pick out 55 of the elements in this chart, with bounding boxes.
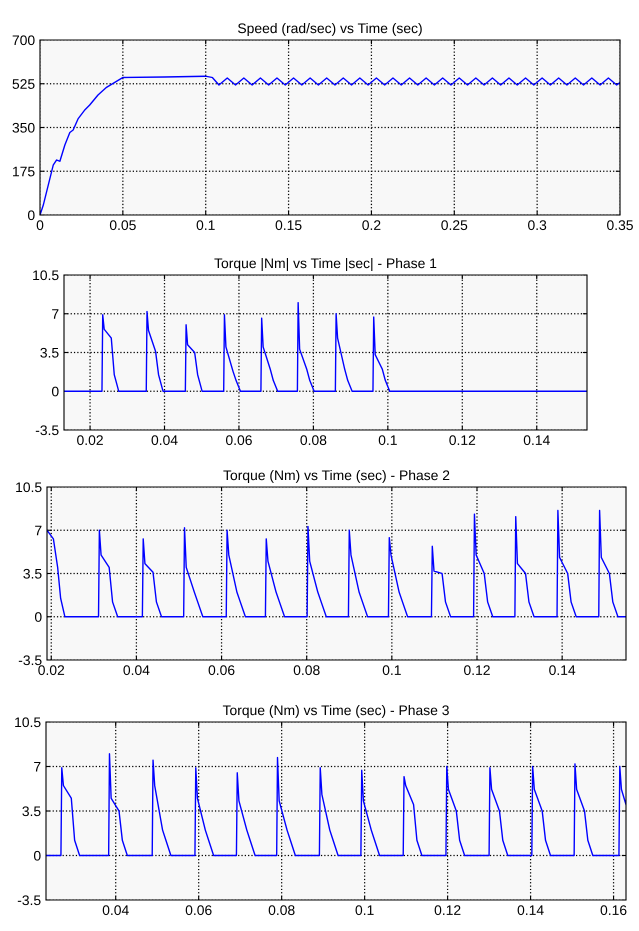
x-tick-label: 0.06 <box>186 905 212 916</box>
y-tick-label: 3.5 <box>23 568 42 579</box>
line-series <box>64 302 587 392</box>
x-tick-label: 0.05 <box>110 220 136 230</box>
x-tick-label: 0.14 <box>518 905 544 916</box>
x-tick-label: 0.14 <box>524 435 550 446</box>
x-tick-label: 0.14 <box>549 665 576 676</box>
x-tick-label: 0.1 <box>196 220 215 230</box>
x-tick-label: 0.15 <box>276 220 302 230</box>
y-tick-label: 10.5 <box>33 270 59 280</box>
y-tick-label: -3.5 <box>36 425 59 436</box>
y-tick-label: 700 <box>12 35 35 46</box>
x-tick-label: 0.08 <box>300 435 326 446</box>
y-tick-label: 7 <box>52 309 58 319</box>
chart-title: Speed (rad/sec) vs Time (sec) <box>238 22 422 36</box>
x-tick-label: 0.35 <box>607 220 633 230</box>
y-tick-label: 10.5 <box>15 717 41 728</box>
y-tick-label: 7 <box>34 762 40 772</box>
y-tick-label: 0 <box>52 386 59 396</box>
y-tick-label: 7 <box>35 526 42 536</box>
x-tick-label: 0.1 <box>378 435 397 446</box>
y-tick-label: 175 <box>13 166 35 176</box>
y-tick-label: 0 <box>34 850 41 861</box>
chart-title: Torque (Nm) vs Time (sec) - Phase 3 <box>222 704 449 718</box>
y-tick-label: 10.5 <box>16 482 42 492</box>
y-tick-label: -3.5 <box>18 895 41 906</box>
x-tick-label: 0.12 <box>434 905 460 916</box>
y-tick-label: -3.5 <box>18 655 42 666</box>
line-series <box>47 510 626 618</box>
line-series <box>46 753 626 856</box>
chart-title: Torque |Nm| vs Time |sec| - Phase 1 <box>214 258 436 271</box>
x-tick-label: 0.02 <box>38 665 64 676</box>
x-tick-label: 0.16 <box>600 905 626 916</box>
x-tick-label: 0.04 <box>102 905 129 916</box>
x-tick-label: 0.1 <box>382 665 401 676</box>
y-tick-label: 350 <box>12 122 35 133</box>
x-tick-label: 0.02 <box>77 435 103 446</box>
x-tick-label: 0.06 <box>208 665 234 676</box>
chart-title: Torque (Nm) vs Time (sec) - Phase 2 <box>223 470 450 483</box>
x-tick-label: 0.3 <box>528 220 546 230</box>
x-tick-label: 0.04 <box>123 665 150 676</box>
x-tick-label: 0.1 <box>356 905 374 916</box>
x-tick-label: 0.04 <box>152 435 178 446</box>
x-tick-label: 0.2 <box>362 220 380 230</box>
x-tick-label: 0.08 <box>294 665 320 676</box>
x-tick-label: 0.06 <box>226 435 252 446</box>
x-tick-label: 0.12 <box>449 435 476 446</box>
y-tick-label: 0 <box>34 612 42 622</box>
y-tick-label: 525 <box>12 79 35 89</box>
x-tick-label: 0.12 <box>464 665 490 676</box>
x-tick-label: 0.25 <box>441 220 468 230</box>
x-tick-label: 0.08 <box>268 905 295 916</box>
y-tick-label: 3.5 <box>22 806 41 816</box>
y-tick-label: 3.5 <box>40 348 59 358</box>
y-tick-label: 0 <box>28 210 35 220</box>
